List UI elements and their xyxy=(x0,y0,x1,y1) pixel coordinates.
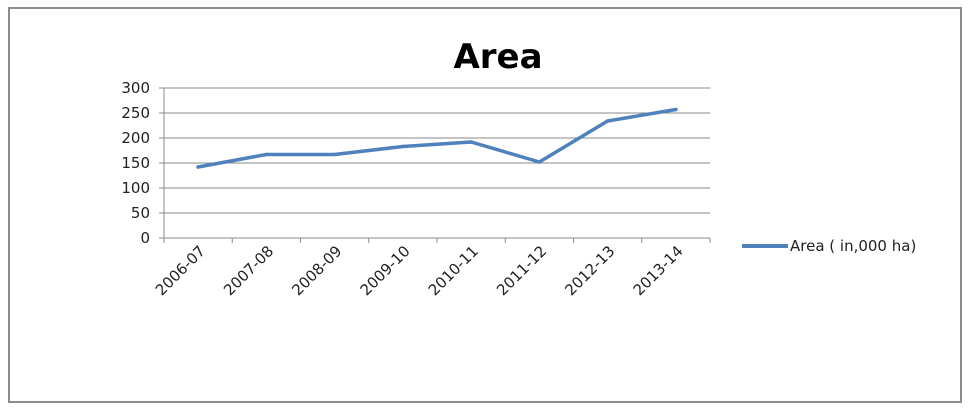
y-tick-label-100: 100 xyxy=(121,179,150,197)
x-tick-label-2008-09: 2008-09 xyxy=(288,242,345,299)
data-point-2007-08 xyxy=(264,152,269,157)
y-tick-label-50: 50 xyxy=(131,204,150,222)
chart-frame xyxy=(8,7,962,403)
chart-title: Area xyxy=(453,37,542,77)
data-point-2009-10 xyxy=(401,144,405,149)
x-tick-label-2013-14: 2013-14 xyxy=(630,242,687,299)
x-tick-label-2012-13: 2012-13 xyxy=(561,242,618,299)
data-point-2008-09 xyxy=(332,152,337,157)
y-tick-label-150: 150 xyxy=(121,154,150,172)
y-tick-label-200: 200 xyxy=(121,129,150,147)
series-line-area xyxy=(196,107,678,169)
data-point-2012-13 xyxy=(605,119,610,123)
data-point-2011-12 xyxy=(537,160,542,164)
data-point-2010-11 xyxy=(469,140,473,144)
y-tick-label-300: 300 xyxy=(121,79,150,97)
x-axis-ticks: 2006-07 2007-08 2008-09 2009-10 2010-11 2011-… xyxy=(152,238,711,299)
y-tick-label-250: 250 xyxy=(121,104,150,122)
data-point-2013-14 xyxy=(674,107,678,112)
x-tick-label-2006-07: 2006-07 xyxy=(152,242,209,299)
series-layer xyxy=(196,107,678,169)
x-tick-label-2009-10: 2009-10 xyxy=(357,242,414,299)
x-tick-label-2011-12: 2011-12 xyxy=(493,242,550,299)
x-tick-label-2010-11: 2010-11 xyxy=(425,242,482,299)
legend: Area ( in,000 ha) xyxy=(742,237,916,255)
data-point-2006-07 xyxy=(196,165,200,169)
legend-label-area: Area ( in,000 ha) xyxy=(790,237,916,255)
x-tick-label-2007-08: 2007-08 xyxy=(220,242,277,299)
y-tick-label-0: 0 xyxy=(140,229,150,247)
gridlines xyxy=(164,87,710,214)
y-axis-ticks: 0 50 100 150 200 250 300 xyxy=(121,79,164,247)
